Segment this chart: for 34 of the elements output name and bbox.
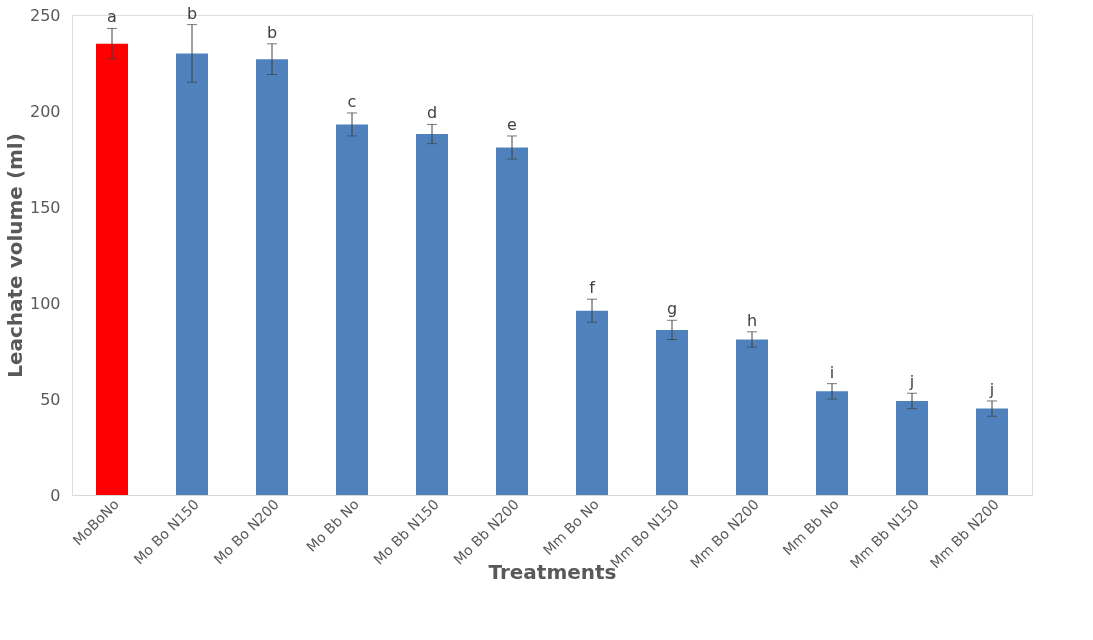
y-tick-label: 0 — [50, 485, 61, 505]
annotation: d — [426, 103, 438, 123]
bar — [896, 400, 928, 495]
bar — [496, 147, 528, 495]
annotation: e — [507, 114, 517, 134]
annotation: j — [908, 372, 915, 392]
y-tick-label: 200 — [29, 101, 61, 121]
bar — [416, 134, 448, 495]
annotation: c — [347, 91, 357, 111]
bar — [976, 408, 1008, 495]
bar — [336, 124, 368, 495]
annotation: f — [589, 278, 596, 298]
annotation: b — [266, 22, 278, 42]
x-tick-label: Mm Bb No — [779, 496, 842, 559]
y-tick-label: 250 — [29, 5, 61, 25]
bar — [96, 43, 128, 495]
annotation: g — [666, 299, 678, 319]
annotation: h — [746, 310, 758, 330]
bar — [176, 53, 208, 495]
y-tick-label: 100 — [29, 293, 61, 313]
bar — [256, 59, 288, 495]
annotation: b — [186, 3, 198, 23]
bar — [736, 339, 768, 495]
annotation: a — [107, 7, 117, 27]
annotation: i — [829, 362, 835, 382]
y-tick-label: 150 — [29, 197, 61, 217]
y-tick-label: 50 — [40, 389, 61, 409]
bar — [816, 391, 848, 495]
x-tick-label: Mo Bb No — [303, 496, 362, 555]
annotation: j — [988, 379, 995, 399]
x-tick-label: Mm Bo No — [539, 496, 602, 559]
bar — [576, 310, 608, 495]
y-axis-title: Leachate volume (ml) — [2, 133, 27, 378]
bar — [656, 329, 688, 495]
